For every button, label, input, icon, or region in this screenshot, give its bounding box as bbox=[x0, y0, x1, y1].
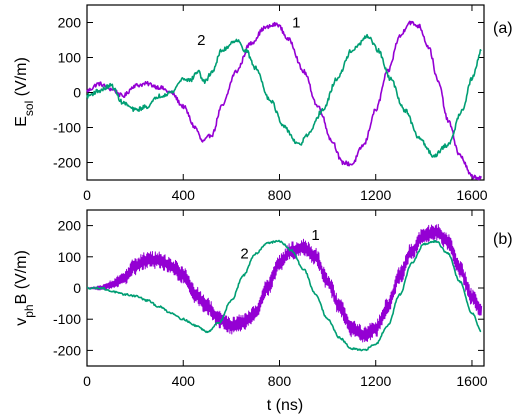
panel-a-ytick-label: -200 bbox=[53, 155, 81, 171]
panel-a-ticks: 0 400 800 1200 1600 -200 -100 0 100 200 bbox=[53, 5, 488, 203]
panel-a-xtick-label: 1200 bbox=[360, 187, 391, 203]
panel-a-label: (a) bbox=[493, 20, 513, 37]
panel-b-xtick-label: 1600 bbox=[456, 373, 487, 389]
panel-b-xtick-label: 800 bbox=[268, 373, 292, 389]
panel-a-series-1-label: 1 bbox=[292, 15, 300, 32]
panel-b-xtick-label: 0 bbox=[83, 373, 91, 389]
panel-a-series-2-line bbox=[86, 33, 482, 158]
panel-a-ytick-label: 0 bbox=[73, 85, 81, 101]
panel-a-series-2-label: 2 bbox=[197, 32, 205, 49]
panel-a-ytick-label: -100 bbox=[53, 120, 81, 136]
panel-b-ytick-label: 100 bbox=[58, 249, 82, 265]
panel-b-series-1-label: 1 bbox=[311, 227, 319, 244]
panel-a-xtick-label: 800 bbox=[268, 187, 292, 203]
panel-b-xtick-label: 1200 bbox=[360, 373, 391, 389]
panel-a-xtick-label: 400 bbox=[172, 187, 196, 203]
panel-b-series-2-line bbox=[86, 239, 482, 352]
panel-b-label: (b) bbox=[493, 231, 513, 248]
panel-a-xtick-label: 1600 bbox=[456, 187, 487, 203]
panel-b-ytick-label: -200 bbox=[53, 342, 81, 358]
panel-a-ytick-label: 200 bbox=[58, 15, 82, 31]
panel-b-ytick-label: 200 bbox=[58, 218, 82, 234]
panel-b-xtick-label: 400 bbox=[172, 373, 196, 389]
x-axis-label: t (ns) bbox=[267, 397, 303, 414]
panel-b-ytick-label: -100 bbox=[53, 311, 81, 327]
panel-b-series-2-label: 2 bbox=[240, 246, 248, 263]
panel-b-series: 12 bbox=[86, 223, 483, 352]
panel-a-series: 12 bbox=[86, 15, 482, 181]
panel-a-frame bbox=[86, 4, 485, 181]
panel-b-ytick-label: 0 bbox=[73, 280, 81, 296]
panel-a-series-1-line bbox=[86, 20, 482, 181]
panel-a-ylabel: Esol (V/m) bbox=[13, 57, 36, 127]
panel-a-xtick-label: 0 bbox=[83, 187, 91, 203]
panel-a-ytick-label: 100 bbox=[58, 50, 82, 66]
panel-b-ylabel: vphB (V/m) bbox=[13, 250, 36, 326]
panel-b-series-1-line bbox=[86, 223, 483, 343]
panel-b-ticks: 0 400 800 1200 1600 -200 -100 0 100 200 bbox=[53, 210, 488, 389]
